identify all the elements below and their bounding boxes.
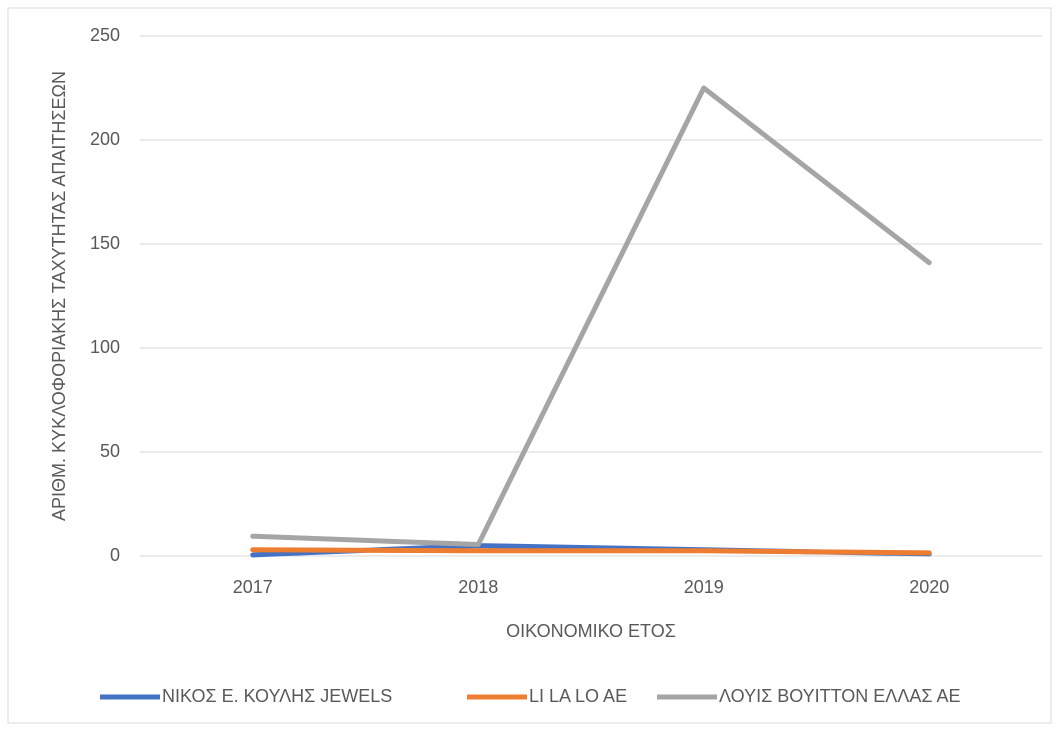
- y-tick-label: 0: [110, 545, 120, 565]
- legend-label: ΛΟΥΙΣ ΒΟΥΙΤΤΟΝ ΕΛΛΑΣ ΑΕ: [719, 686, 961, 706]
- y-tick-label: 150: [90, 233, 120, 253]
- legend-label: ΝΙΚΟΣ Ε. ΚΟΥΛΗΣ JEWELS: [162, 686, 392, 706]
- y-axis-label: ΑΡΙΘΜ. ΚΥΚΛΟΦΟΡΙΑΚΗΣ ΤΑΧΥΤΗΤΑΣ ΑΠΑΙΤΗΣΕΩ…: [49, 71, 69, 521]
- y-tick-label: 250: [90, 25, 120, 45]
- x-axis-label: ΟΙΚΟΝΟΜΙΚΟ ΕΤΟΣ: [506, 621, 676, 641]
- y-tick-label: 200: [90, 129, 120, 149]
- series-line: [250, 85, 932, 548]
- x-tick-label: 2019: [684, 577, 724, 597]
- x-tick-label: 2018: [458, 577, 498, 597]
- legend-label: LI LA LO AE: [529, 686, 627, 706]
- y-tick-label: 50: [100, 441, 120, 461]
- y-tick-label: 100: [90, 337, 120, 357]
- x-tick-label: 2020: [909, 577, 949, 597]
- chart-border: [7, 7, 1052, 724]
- series-line: [250, 547, 932, 556]
- x-tick-label: 2017: [233, 577, 273, 597]
